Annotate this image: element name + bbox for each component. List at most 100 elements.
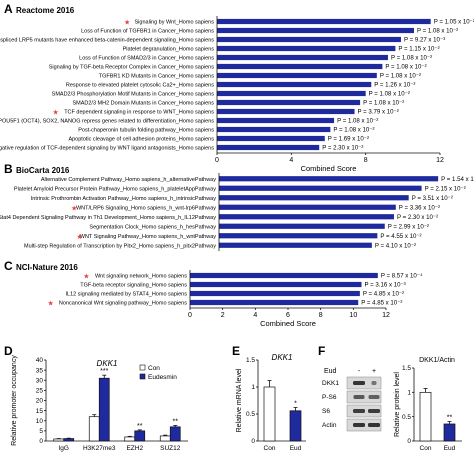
category-label: Noncanonical Wnt signaling pathway_Homo … <box>59 301 187 307</box>
bar <box>190 272 378 279</box>
x-axis-label: Combined Score <box>260 319 316 328</box>
y-tick-label: 35 <box>36 367 44 374</box>
bar <box>219 195 409 201</box>
y-tick-label: 30 <box>36 377 44 384</box>
x-tick-label: H3K27me3 <box>83 445 116 452</box>
category-label: TCF dependent signaling in response to W… <box>64 110 214 116</box>
y-tick-label: 0 <box>251 438 255 445</box>
y-tick-label: 0 <box>407 438 411 445</box>
category-label: Segmentation Clock_Homo sapiens_h_hesPat… <box>89 224 216 230</box>
bar <box>217 54 388 61</box>
y-tick-label: 1.5 <box>402 365 411 372</box>
legend-label: Eudesmin <box>148 374 177 381</box>
blot-band <box>353 395 365 399</box>
bar-con <box>159 435 171 442</box>
category-label: Intrinsic Prothrombin Activation Pathway… <box>31 196 217 202</box>
x-tick-label: SUZ12 <box>160 445 181 452</box>
bar-con <box>419 391 432 442</box>
blot-band <box>368 423 380 427</box>
star-marker: ★ <box>76 233 82 241</box>
y-tick-label: 1 <box>251 384 255 391</box>
category-label: Negative regulation of TCF-dependent sig… <box>0 146 214 152</box>
category-label: SMAD2/3 Phosphorylation Motif Mutants in… <box>52 92 215 98</box>
pvalue-label: P = 1.08 x 10⁻² <box>337 118 378 125</box>
bar <box>217 63 383 70</box>
bar <box>219 242 372 248</box>
legend-swatch <box>139 373 146 380</box>
bar-eud <box>289 410 302 442</box>
pvalue-label: P = 2.99 x 10⁻² <box>388 223 429 230</box>
bar <box>190 281 362 288</box>
bar <box>217 36 401 43</box>
significance-label: *** <box>100 368 108 375</box>
category-label: Loss of Function of TGFBR1 in Cancer_Hom… <box>81 29 214 35</box>
panel-b: B BioCarta 2016 Alternative Complement P… <box>0 162 474 251</box>
category-label: SMAD2/3 MH2 Domain Mutants in Cancer_Hom… <box>72 101 214 107</box>
category-label: Signaling by TGF-beta Receptor Complex i… <box>49 65 215 71</box>
bar <box>219 176 439 182</box>
y-tick-label: 15 <box>36 408 44 415</box>
bar-con <box>88 416 100 442</box>
pvalue-label: P = 3.79 x 10⁻² <box>358 109 399 116</box>
blot-row-label: S6 <box>322 408 330 415</box>
bar <box>217 90 366 97</box>
pvalue-label: P = 9.27 x 10⁻³ <box>404 37 445 44</box>
blot-band <box>353 409 365 413</box>
legend-swatch <box>139 364 146 371</box>
panel-b-letter: B <box>4 162 13 176</box>
reactome-chart: Signaling by Wnt_Homo sapiens P = 1.05 x … <box>0 16 474 173</box>
bar <box>217 117 335 124</box>
x-tick-label: 6 <box>286 312 290 319</box>
pvalue-label: P = 1.05 x 10⁻² <box>434 19 474 26</box>
bar-con <box>124 436 136 442</box>
legend-label: Con <box>148 365 160 372</box>
panel-a-title: Reactome 2016 <box>16 6 75 15</box>
category-label: Signaling by Wnt_Homo sapiens <box>135 20 215 26</box>
star-marker: ★ <box>52 109 58 117</box>
bar-con <box>263 386 276 442</box>
bar <box>219 223 385 229</box>
panel-d-letter: D <box>4 344 13 358</box>
pvalue-label: P = 1.08 x 10⁻² <box>380 73 421 80</box>
bar-eudesmin <box>169 426 181 442</box>
panel-c: C NCI-Nature 2016 Wnt signaling network_… <box>4 259 423 328</box>
y-tick-label: 1 <box>407 390 411 397</box>
bar <box>217 126 331 133</box>
x-axis-label: Combined Score <box>301 164 357 173</box>
pvalue-label: P = 1.26 x 10⁻² <box>374 82 415 89</box>
eud-label: Eud <box>324 368 337 375</box>
panel-c-letter: C <box>4 259 13 273</box>
category-label: Alternative Complement Pathway_Homo sapi… <box>41 177 216 183</box>
blot-row-label: P-S6 <box>322 394 337 401</box>
bar-eudesmin <box>98 377 110 442</box>
pvalue-label: P = 2.30 x 10⁻² <box>322 145 363 152</box>
y-tick-label: 1.5 <box>246 357 255 364</box>
x-tick-label: IgG <box>59 445 69 452</box>
category-label: Platelet Amyloid Precursor Protein Pathw… <box>14 186 216 192</box>
star-marker: ★ <box>71 204 77 212</box>
x-tick-label: 12 <box>382 312 390 319</box>
bar <box>190 290 360 297</box>
bar <box>190 299 359 306</box>
x-tick-label: 0 <box>215 157 219 164</box>
y-tick-label: 5 <box>39 428 43 435</box>
pvalue-label: P = 4.85 x 10⁻² <box>363 291 404 298</box>
category-label: Loss of Function of SMAD2/3 in Cancer_Ho… <box>79 56 214 62</box>
category-label: Response to elevated platelet cytosolic … <box>66 83 214 89</box>
lane-label: - <box>358 368 361 375</box>
panel-a: A Reactome 2016 Signaling by Wnt_Homo sa… <box>0 2 474 173</box>
y-tick-label: 25 <box>36 388 44 395</box>
significance-label: ** <box>137 423 143 430</box>
category-label: Misspliced LRP5 mutants have enhanced be… <box>0 38 214 44</box>
x-tick-label: 12 <box>436 157 444 164</box>
blot-row-label: DKK1 <box>322 380 339 387</box>
blot-band <box>371 381 377 385</box>
panel-a-letter: A <box>4 2 13 16</box>
pvalue-label: P = 2.30 x 10⁻² <box>397 214 438 221</box>
panel-f: F Eud - + DKK1 P-S6 S6 Actin 0 0.5 1 1.5Relative … <box>318 344 462 452</box>
western-blot: Eud - + DKK1 P-S6 S6 Actin <box>322 368 382 432</box>
y-tick-label: 40 <box>36 357 44 364</box>
